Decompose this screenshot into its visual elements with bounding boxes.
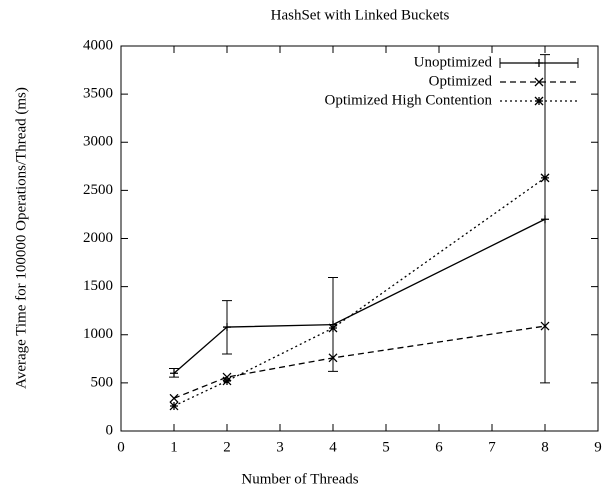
y-tick-label: 500 [91,374,114,390]
x-tick-label: 9 [594,439,602,455]
series-line [173,177,546,407]
y-tick-label: 2500 [83,182,113,198]
y-tick-label: 4000 [83,37,113,53]
series-line [173,325,546,399]
y-tick-label: 3000 [83,134,113,150]
y-tick-label: 3500 [83,86,113,102]
x-tick-label: 3 [276,439,284,455]
y-tick-label: 0 [106,422,114,438]
point-marker [540,321,550,331]
y-tick-label: 1000 [83,326,113,342]
point-marker [170,369,178,378]
series-line [173,218,546,374]
x-tick-label: 0 [117,439,125,455]
y-axis-label: Average Time for 100000 Operations/Threa… [13,87,29,389]
y-tick-label: 2000 [83,230,113,246]
point-marker [541,215,549,224]
x-tick-label: 6 [435,439,443,455]
point-marker [169,393,179,403]
x-tick-label: 8 [541,439,549,455]
point-marker [222,376,232,386]
x-tick-label: 1 [170,439,178,455]
chart-title: HashSet with Linked Buckets [271,7,450,23]
legend-marker [534,77,544,87]
legend-errorbar [499,58,579,68]
point-marker [328,323,338,333]
x-tick-label: 7 [488,439,496,455]
x-tick-label: 5 [382,439,390,455]
point-marker [328,353,338,363]
point-marker [169,401,179,411]
x-tick-label: 4 [329,439,337,455]
point-marker [223,323,231,332]
legend-label: Optimized High Contention [325,92,493,108]
legend-marker [535,59,543,67]
y-tick-label: 1500 [83,278,113,294]
x-tick-label: 2 [223,439,231,455]
legend-marker [534,96,544,106]
legend-label: Optimized [429,73,493,89]
x-axis-label: Number of Threads [241,471,358,487]
legend-label: Unoptimized [414,54,493,70]
point-marker [540,173,550,183]
